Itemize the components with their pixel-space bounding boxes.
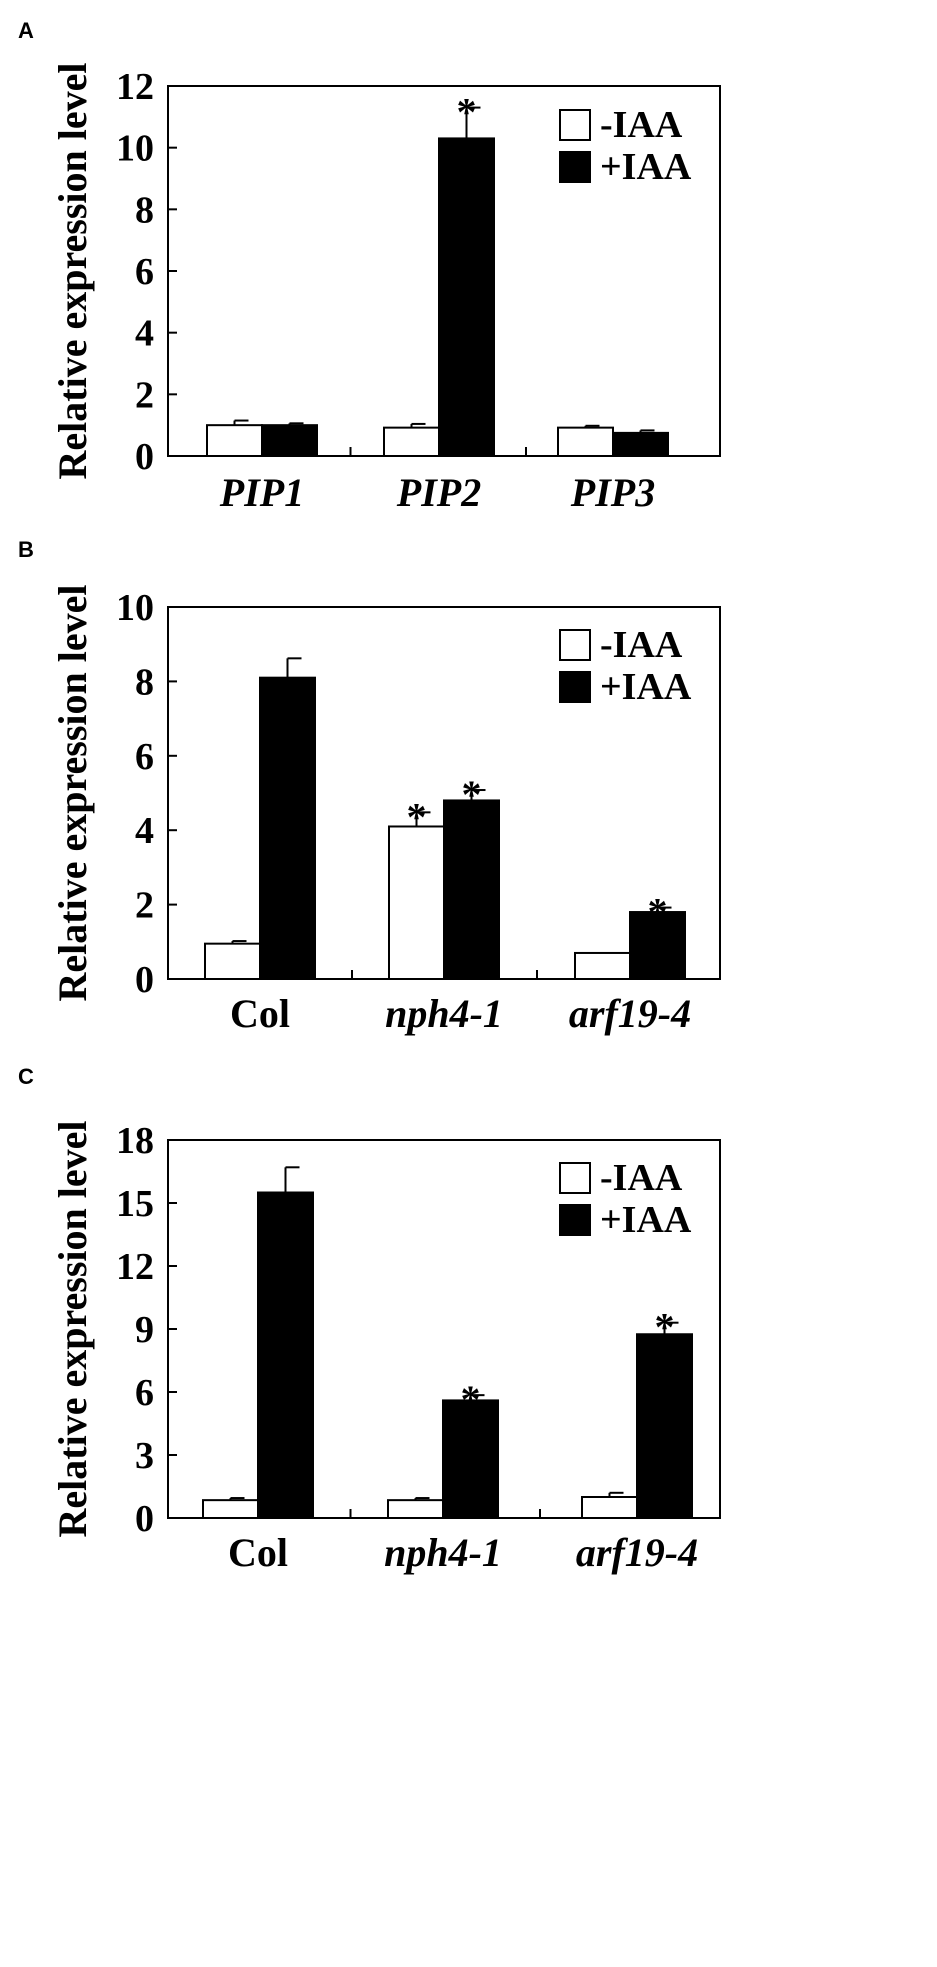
- bar-minus-iaa: [204, 942, 261, 980]
- bar-plus-iaa: [257, 1191, 314, 1519]
- bar-plus-iaa: [442, 1399, 499, 1520]
- y-tick-label: 10: [116, 587, 154, 629]
- y-tick-label: 8: [135, 661, 154, 703]
- bar-plus-iaa: [629, 911, 686, 980]
- significance-star: *: [407, 794, 427, 839]
- bar-plus-iaa: [438, 137, 495, 458]
- y-tick-label: 9: [135, 1309, 154, 1351]
- x-tick-label: PIP2: [396, 470, 481, 515]
- x-tick-label: arf19-4: [569, 991, 691, 1036]
- significance-star: *: [462, 772, 482, 817]
- panel-letter: A: [18, 18, 34, 43]
- y-axis-label: Relative expression level: [50, 1121, 95, 1538]
- chart-panel-a: A 0 2 4 6 8 10 12 Relative expression level PIP1 *…: [18, 18, 721, 515]
- x-tick-label: PIP3: [570, 470, 655, 515]
- legend-swatch: [559, 1204, 591, 1236]
- bar-minus-iaa: [574, 951, 631, 981]
- significance-star: *: [648, 890, 668, 935]
- significance-star: *: [655, 1305, 675, 1350]
- x-tick-label: PIP1: [219, 470, 304, 515]
- chart-panel-c: C 0 3 6 9 12 15 18 Relative expression level Col *…: [18, 1064, 721, 1575]
- y-tick-label: 2: [135, 885, 154, 927]
- y-tick-label: 12: [116, 1246, 154, 1288]
- bar-minus-iaa: [387, 1499, 444, 1520]
- y-tick-label: 2: [135, 374, 154, 416]
- panel-letter: C: [18, 1064, 34, 1089]
- y-tick-label: 6: [135, 736, 154, 778]
- x-tick-label: Col: [230, 991, 290, 1036]
- bar-minus-iaa: [206, 424, 263, 457]
- y-tick-label: 4: [135, 313, 154, 355]
- y-axis-label: Relative expression level: [50, 585, 95, 1002]
- y-tick-label: 0: [135, 959, 154, 1001]
- legend-swatch: [559, 629, 591, 661]
- bar-minus-iaa: [388, 825, 445, 980]
- y-tick-label: 6: [135, 251, 154, 293]
- bar-minus-iaa: [581, 1496, 638, 1519]
- bar-minus-iaa: [202, 1499, 259, 1520]
- bar-plus-iaa: [261, 424, 318, 457]
- y-tick-label: 6: [135, 1372, 154, 1414]
- legend-swatch: [559, 109, 591, 141]
- y-tick-label: 3: [135, 1435, 154, 1477]
- bar-plus-iaa: [259, 676, 316, 980]
- y-tick-label: 15: [116, 1183, 154, 1225]
- x-tick-label: nph4-1: [384, 1530, 502, 1575]
- x-tick-label: Col: [228, 1530, 288, 1575]
- bar-plus-iaa: [636, 1333, 693, 1519]
- legend-label: -IAA: [600, 624, 683, 666]
- y-tick-label: 10: [116, 128, 154, 170]
- y-tick-label: 4: [135, 810, 154, 852]
- significance-star: *: [457, 90, 477, 135]
- bar-minus-iaa: [383, 426, 440, 457]
- legend-label: +IAA: [600, 666, 692, 708]
- legend-swatch: [559, 1162, 591, 1194]
- y-tick-label: 0: [135, 1498, 154, 1540]
- legend-label: +IAA: [600, 146, 692, 188]
- x-tick-label: arf19-4: [576, 1530, 698, 1575]
- bar-plus-iaa: [612, 431, 669, 457]
- legend-label: -IAA: [600, 104, 683, 146]
- significance-star: *: [461, 1377, 481, 1422]
- y-tick-label: 12: [116, 66, 154, 108]
- chart-panel-b: B 0 2 4 6 8 10 Relative expression level Col * * np…: [18, 537, 721, 1036]
- legend-label: +IAA: [600, 1199, 692, 1241]
- legend-swatch: [559, 671, 591, 703]
- legend-label: -IAA: [600, 1157, 683, 1199]
- y-tick-label: 8: [135, 189, 154, 231]
- bar-minus-iaa: [557, 426, 614, 457]
- legend-swatch: [559, 151, 591, 183]
- bar-plus-iaa: [443, 799, 500, 980]
- y-axis-label: Relative expression level: [50, 63, 95, 480]
- y-tick-label: 18: [116, 1120, 154, 1162]
- panel-letter: B: [18, 537, 34, 562]
- x-tick-label: nph4-1: [385, 991, 503, 1036]
- y-tick-label: 0: [135, 436, 154, 478]
